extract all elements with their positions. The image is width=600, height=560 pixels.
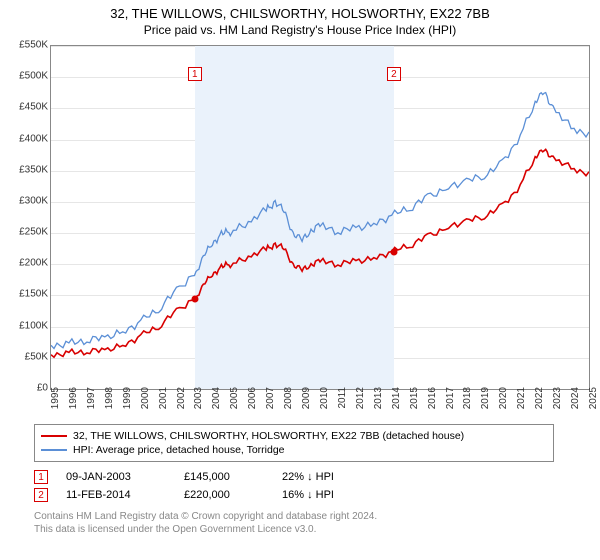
x-axis-label: 2008 [283, 363, 294, 393]
title-address: 32, THE WILLOWS, CHILSWORTHY, HOLSWORTHY… [0, 6, 600, 21]
x-axis-label: 1997 [86, 363, 97, 393]
x-axis-label: 2021 [516, 363, 527, 393]
x-axis-label: 2002 [176, 363, 187, 393]
legend-item: HPI: Average price, detached house, Torr… [41, 443, 547, 457]
series-hpi [51, 93, 589, 349]
x-axis-label: 2009 [301, 363, 312, 393]
x-axis-label: 2006 [247, 363, 258, 393]
title-block: 32, THE WILLOWS, CHILSWORTHY, HOLSWORTHY… [0, 0, 600, 39]
sale-diff: 16% ↓ HPI [282, 489, 372, 501]
x-axis-label: 2018 [462, 363, 473, 393]
y-axis-label: £350K [19, 164, 48, 175]
x-axis-label: 1995 [50, 363, 61, 393]
x-axis-label: 2022 [534, 363, 545, 393]
x-axis-label: 2025 [588, 363, 599, 393]
sale-price: £220,000 [184, 489, 264, 501]
x-axis-label: 1999 [122, 363, 133, 393]
x-axis-label: 2000 [140, 363, 151, 393]
footer: Contains HM Land Registry data © Crown c… [34, 510, 600, 536]
x-axis-label: 1998 [104, 363, 115, 393]
plot-region: 12 [50, 45, 590, 390]
y-axis-label: £450K [19, 102, 48, 113]
x-axis-label: 2020 [498, 363, 509, 393]
sale-price: £145,000 [184, 471, 264, 483]
footer-line2: This data is licensed under the Open Gov… [34, 523, 600, 536]
x-axis-label: 2016 [427, 363, 438, 393]
y-axis-label: £500K [19, 71, 48, 82]
sale-diff: 22% ↓ HPI [282, 471, 372, 483]
y-axis-label: £200K [19, 258, 48, 269]
y-axis-label: £100K [19, 320, 48, 331]
y-axis-label: £0 [37, 383, 48, 394]
x-axis-label: 2024 [570, 363, 581, 393]
x-axis-label: 2003 [193, 363, 204, 393]
chart-container: 32, THE WILLOWS, CHILSWORTHY, HOLSWORTHY… [0, 0, 600, 560]
legend: 32, THE WILLOWS, CHILSWORTHY, HOLSWORTHY… [34, 424, 554, 462]
x-axis-label: 2012 [355, 363, 366, 393]
y-axis-label: £300K [19, 195, 48, 206]
sale-row: 1 09-JAN-2003 £145,000 22% ↓ HPI [34, 468, 554, 486]
x-axis-label: 2007 [265, 363, 276, 393]
x-axis-label: 2001 [158, 363, 169, 393]
title-subtitle: Price paid vs. HM Land Registry's House … [0, 23, 600, 37]
y-axis-label: £400K [19, 133, 48, 144]
chart-area: 12 £0£50K£100K£150K£200K£250K£300K£350K£… [30, 45, 590, 420]
y-axis-label: £150K [19, 289, 48, 300]
legend-swatch [41, 435, 67, 437]
x-axis-label: 2005 [229, 363, 240, 393]
legend-item: 32, THE WILLOWS, CHILSWORTHY, HOLSWORTHY… [41, 429, 547, 443]
sale-marker-2: 2 [387, 67, 401, 81]
x-axis-label: 2023 [552, 363, 563, 393]
sales-table: 1 09-JAN-2003 £145,000 22% ↓ HPI 2 11-FEB-201… [34, 468, 554, 504]
y-axis-label: £550K [19, 40, 48, 51]
legend-label: HPI: Average price, detached house, Torr… [73, 444, 285, 456]
line-series-svg [51, 46, 589, 389]
sale-row: 2 11-FEB-2014 £220,000 16% ↓ HPI [34, 486, 554, 504]
sale-date: 11-FEB-2014 [66, 489, 166, 501]
legend-swatch [41, 449, 67, 451]
x-axis-label: 1996 [68, 363, 79, 393]
x-axis-label: 2017 [445, 363, 456, 393]
x-axis-label: 2015 [409, 363, 420, 393]
x-axis-label: 2011 [337, 363, 348, 393]
x-axis-label: 2004 [211, 363, 222, 393]
x-axis-label: 2014 [391, 363, 402, 393]
sale-date: 09-JAN-2003 [66, 471, 166, 483]
sale-row-marker: 2 [34, 488, 48, 502]
x-axis-label: 2010 [319, 363, 330, 393]
sale-marker-1: 1 [188, 67, 202, 81]
y-axis-label: £250K [19, 227, 48, 238]
y-axis-label: £50K [25, 351, 48, 362]
x-axis-label: 2013 [373, 363, 384, 393]
x-axis-label: 2019 [480, 363, 491, 393]
sale-row-marker: 1 [34, 470, 48, 484]
sale-dot-1 [191, 295, 198, 302]
legend-label: 32, THE WILLOWS, CHILSWORTHY, HOLSWORTHY… [73, 430, 464, 442]
footer-line1: Contains HM Land Registry data © Crown c… [34, 510, 600, 523]
sale-dot-2 [390, 248, 397, 255]
